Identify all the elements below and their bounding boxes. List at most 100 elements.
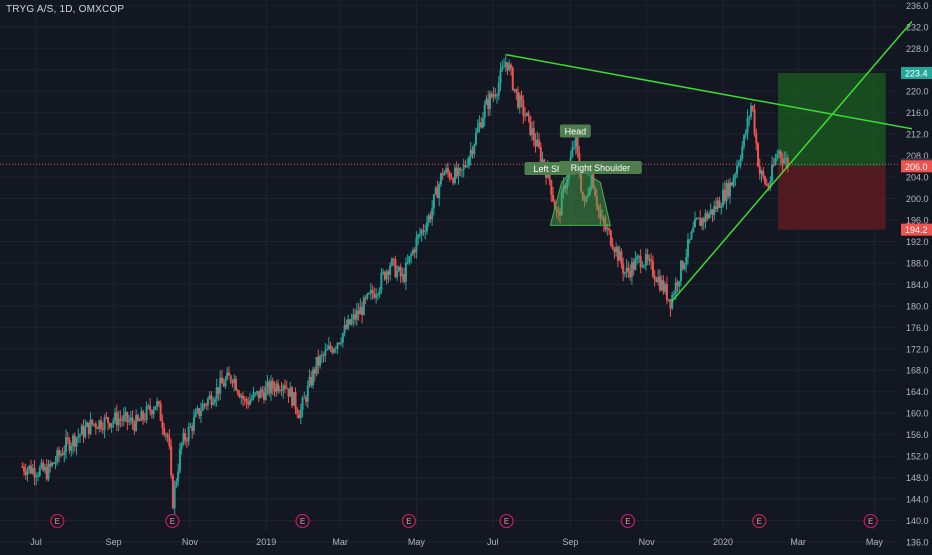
hs-pattern-shape[interactable] xyxy=(549,165,612,226)
price-tick-label: 208.0 xyxy=(906,151,929,161)
candle-body xyxy=(189,426,192,428)
candle-body xyxy=(695,218,698,220)
candle-body xyxy=(389,265,392,275)
candle-body xyxy=(80,425,83,435)
candle-body xyxy=(410,254,413,257)
candle-body xyxy=(199,410,202,416)
candle-body xyxy=(643,265,646,267)
candles xyxy=(21,54,789,517)
candle-body xyxy=(268,381,271,394)
candle-body xyxy=(98,420,101,430)
earnings-event-circle xyxy=(401,513,417,529)
candle-body xyxy=(103,417,106,431)
candle-body xyxy=(764,176,767,184)
annotation-label[interactable]: Right Shoulder xyxy=(558,160,642,174)
candle-body xyxy=(785,158,788,160)
head-shoulders-pattern xyxy=(549,165,612,226)
candle-body xyxy=(313,369,316,374)
candle-body xyxy=(457,168,460,177)
candle-body xyxy=(87,422,90,434)
candle-body xyxy=(460,169,463,171)
candle-body xyxy=(552,194,555,202)
candle-body xyxy=(683,264,686,270)
trendline-resistance[interactable] xyxy=(506,53,913,130)
earnings-event-icon[interactable]: E xyxy=(620,513,636,529)
earnings-event-icon[interactable]: E xyxy=(499,513,514,529)
candle-body xyxy=(164,434,167,436)
candle-body xyxy=(783,159,786,164)
candle-body xyxy=(96,427,99,430)
candle-body xyxy=(47,463,50,480)
position-zones xyxy=(0,72,898,230)
candle-body xyxy=(616,247,619,261)
annotation-label[interactable]: Head xyxy=(559,124,591,138)
earnings-event-icon[interactable]: E xyxy=(752,513,767,529)
candle-body xyxy=(243,398,246,400)
candle-body xyxy=(737,163,740,166)
annotation-bg xyxy=(559,124,591,138)
candle-body xyxy=(352,314,355,320)
earnings-event-icon[interactable]: E xyxy=(165,513,180,529)
candle-body xyxy=(238,392,241,398)
candle-body xyxy=(688,239,691,241)
candle-body xyxy=(515,88,518,93)
candle-body xyxy=(401,274,404,277)
candle-body xyxy=(623,272,626,274)
candle-body xyxy=(550,180,553,195)
time-tick-label: Nov xyxy=(182,537,199,547)
candle-body xyxy=(180,442,183,449)
candle-body xyxy=(275,383,278,392)
trendline-support[interactable] xyxy=(671,20,913,303)
earnings-event-icon[interactable]: E xyxy=(295,513,310,529)
profit-zone[interactable] xyxy=(778,72,886,167)
candle-body xyxy=(208,395,211,399)
price-tick-label: 228.0 xyxy=(906,44,929,54)
candle-body xyxy=(115,412,118,426)
candle-body xyxy=(366,293,369,299)
candle-body xyxy=(240,395,243,398)
candle-body xyxy=(557,210,560,213)
price-tick-label: 136.0 xyxy=(906,537,929,547)
earnings-event-icon[interactable]: E xyxy=(401,513,417,529)
candle-body xyxy=(601,217,604,219)
candle-body xyxy=(706,213,709,219)
candle-body xyxy=(511,67,514,90)
candle-body xyxy=(485,98,488,105)
candle-body xyxy=(739,158,742,164)
candle-body xyxy=(161,420,164,428)
candle-body xyxy=(427,215,430,223)
candle-body xyxy=(108,423,111,428)
candle-body xyxy=(319,356,322,366)
candle-body xyxy=(455,167,458,177)
candle-body xyxy=(632,262,635,270)
candle-body xyxy=(722,189,724,207)
loss-zone[interactable] xyxy=(778,166,886,230)
candle-body xyxy=(753,109,756,134)
candle-body xyxy=(693,218,696,228)
candle-body xyxy=(255,391,258,393)
candle-body xyxy=(420,230,423,235)
candle-body xyxy=(229,375,232,382)
candle-body xyxy=(597,206,600,211)
earnings-event-label: E xyxy=(504,517,509,526)
candle-body xyxy=(476,127,479,133)
earnings-event-icon[interactable]: E xyxy=(863,513,878,529)
candle-body xyxy=(38,467,41,476)
candle-body xyxy=(168,437,171,447)
earnings-event-icon[interactable]: E xyxy=(50,513,65,529)
candle-body xyxy=(494,94,497,97)
candle-body xyxy=(748,116,751,118)
candle-body xyxy=(68,439,71,451)
candle-body xyxy=(305,397,308,402)
price-tick-label: 172.0 xyxy=(906,344,929,354)
candle-body xyxy=(729,182,732,197)
annotation-text: Left Sho xyxy=(534,164,568,174)
candle-body xyxy=(224,379,227,387)
candle-body xyxy=(368,293,371,295)
candle-body xyxy=(679,260,682,282)
earnings-event-circle xyxy=(863,513,878,529)
candle-body xyxy=(390,258,393,266)
candle-body xyxy=(492,94,495,97)
